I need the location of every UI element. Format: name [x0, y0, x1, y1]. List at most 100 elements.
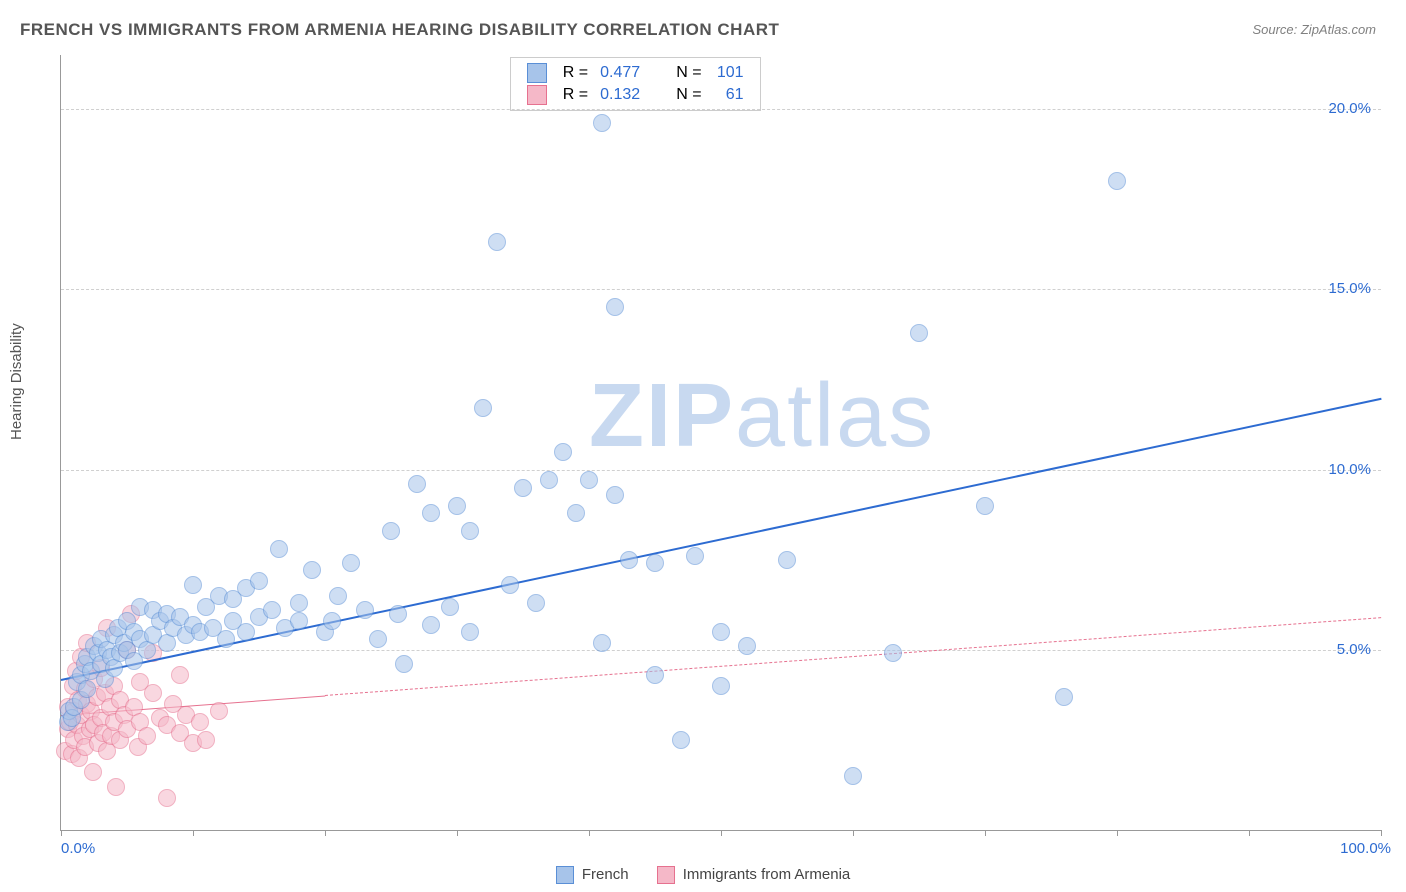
x-tick: [589, 830, 590, 836]
french-point: [184, 576, 202, 594]
armenia-point: [158, 789, 176, 807]
french-point: [580, 471, 598, 489]
french-point: [395, 655, 413, 673]
armenia-point: [171, 666, 189, 684]
french-point: [389, 605, 407, 623]
french-point: [672, 731, 690, 749]
armenia-point: [210, 702, 228, 720]
x-tick-label: 100.0%: [1331, 840, 1391, 857]
french-point: [290, 612, 308, 630]
french-point: [501, 576, 519, 594]
french-point: [323, 612, 341, 630]
legend-r-label: R =: [557, 62, 594, 84]
french-point: [342, 554, 360, 572]
french-point: [329, 587, 347, 605]
armenia-point: [191, 713, 209, 731]
series-legend: French Immigrants from Armenia: [0, 866, 1406, 884]
french-point: [1108, 172, 1126, 190]
french-point: [646, 666, 664, 684]
y-axis-label: Hearing Disability: [8, 323, 25, 440]
french-point: [646, 554, 664, 572]
legend-series-label: French: [582, 866, 629, 883]
french-point: [540, 471, 558, 489]
legend-r-label: R =: [557, 84, 594, 106]
correlation-legend: R =0.477N =101R =0.132N =61: [510, 57, 761, 111]
watermark: ZIPatlas: [589, 365, 935, 468]
french-point: [1055, 688, 1073, 706]
french-point: [441, 598, 459, 616]
french-point: [884, 644, 902, 662]
french-point: [382, 522, 400, 540]
x-tick: [61, 830, 62, 836]
watermark-light: atlas: [735, 366, 935, 466]
y-tick-label: 20.0%: [1311, 100, 1371, 117]
legend-swatch: [527, 63, 547, 83]
french-point: [514, 479, 532, 497]
armenia-trendline: [325, 617, 1381, 696]
french-point: [461, 522, 479, 540]
x-tick: [325, 830, 326, 836]
legend-swatch: [657, 866, 675, 884]
y-tick-label: 10.0%: [1311, 461, 1371, 478]
armenia-point: [84, 763, 102, 781]
french-point: [250, 572, 268, 590]
french-point: [263, 601, 281, 619]
x-tick: [1249, 830, 1250, 836]
source-attribution: Source: ZipAtlas.com: [1252, 22, 1376, 37]
x-tick: [853, 830, 854, 836]
gridline: [61, 650, 1381, 651]
french-point: [422, 616, 440, 634]
armenia-point: [138, 727, 156, 745]
french-point: [474, 399, 492, 417]
french-point: [606, 486, 624, 504]
french-point: [422, 504, 440, 522]
legend-n-value: 61: [708, 84, 750, 106]
french-point: [686, 547, 704, 565]
chart-title: FRENCH VS IMMIGRANTS FROM ARMENIA HEARIN…: [20, 20, 779, 40]
french-point: [712, 677, 730, 695]
french-point: [620, 551, 638, 569]
x-tick-label: 0.0%: [61, 840, 121, 857]
french-point: [910, 324, 928, 342]
french-point: [844, 767, 862, 785]
legend-swatch: [527, 85, 547, 105]
armenia-point: [107, 778, 125, 796]
legend-swatch: [556, 866, 574, 884]
french-point: [527, 594, 545, 612]
french-point: [448, 497, 466, 515]
french-point: [461, 623, 479, 641]
french-point: [303, 561, 321, 579]
french-point: [554, 443, 572, 461]
french-point: [356, 601, 374, 619]
legend-n-value: 101: [708, 62, 750, 84]
legend-n-label: N =: [670, 62, 707, 84]
french-point: [606, 298, 624, 316]
french-point: [976, 497, 994, 515]
french-point: [78, 680, 96, 698]
x-tick: [985, 830, 986, 836]
french-point: [237, 623, 255, 641]
scatter-plot-area: ZIPatlas R =0.477N =101R =0.132N =61 5.0…: [60, 55, 1381, 831]
legend-r-value: 0.477: [594, 62, 646, 84]
french-point: [290, 594, 308, 612]
french-point: [567, 504, 585, 522]
french-point: [369, 630, 387, 648]
french-point: [593, 114, 611, 132]
french-point: [488, 233, 506, 251]
y-tick-label: 5.0%: [1311, 641, 1371, 658]
x-tick: [193, 830, 194, 836]
french-point: [217, 630, 235, 648]
x-tick: [457, 830, 458, 836]
french-point: [270, 540, 288, 558]
gridline: [61, 109, 1381, 110]
french-point: [593, 634, 611, 652]
y-tick-label: 15.0%: [1311, 280, 1371, 297]
legend-series-label: Immigrants from Armenia: [683, 866, 851, 883]
legend-n-label: N =: [670, 84, 707, 106]
armenia-point: [197, 731, 215, 749]
french-point: [738, 637, 756, 655]
armenia-point: [144, 684, 162, 702]
x-tick: [1117, 830, 1118, 836]
gridline: [61, 289, 1381, 290]
french-point: [778, 551, 796, 569]
